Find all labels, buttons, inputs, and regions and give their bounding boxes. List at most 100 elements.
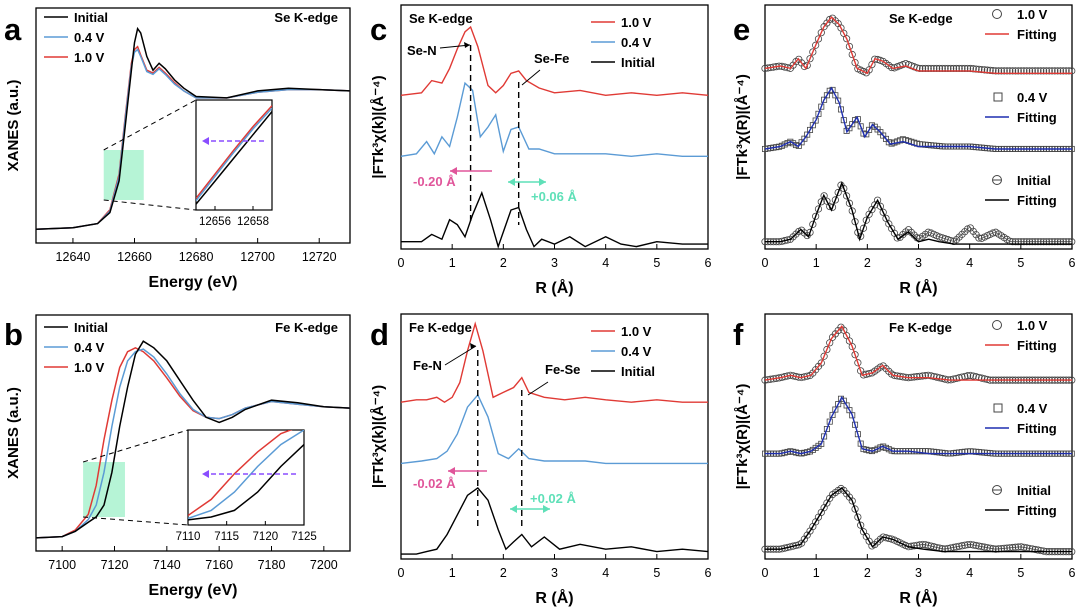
data-point <box>835 97 842 104</box>
data-point <box>958 542 966 550</box>
x-tick-label: 12720 <box>302 250 337 264</box>
x-tick-label: 12660 <box>117 250 152 264</box>
data-point <box>1023 67 1031 75</box>
legend-label: Initial <box>74 320 108 335</box>
legend-label: 1.0 V <box>74 50 105 65</box>
data-point <box>1028 238 1036 246</box>
peak-pointer <box>444 345 477 366</box>
legend-label: Fitting <box>1017 503 1057 518</box>
fitting-line <box>765 395 1072 455</box>
legend-label: 1.0 V <box>621 324 652 339</box>
data-point <box>803 372 811 380</box>
data-point <box>989 67 997 75</box>
data-point <box>955 542 963 550</box>
data-point <box>933 373 941 381</box>
data-point <box>1054 67 1062 75</box>
data-point <box>941 64 949 73</box>
data-point <box>1009 238 1017 246</box>
data-point <box>814 35 823 43</box>
data-point <box>955 64 963 73</box>
x-tick-label: 3 <box>551 566 558 580</box>
data-point <box>930 64 938 73</box>
data-point <box>983 544 991 552</box>
data-point <box>927 542 935 550</box>
data-point <box>781 373 789 381</box>
data-point <box>781 544 789 552</box>
data-point <box>1056 238 1065 246</box>
data-point <box>980 66 989 74</box>
data-point <box>812 212 820 220</box>
data-point <box>849 412 856 419</box>
data-point <box>862 370 870 378</box>
zoom-connector <box>82 429 189 463</box>
data-point <box>958 64 966 73</box>
legend-label: 1.0 V <box>1017 7 1048 22</box>
x-tick-label: 3 <box>551 256 558 270</box>
panel-letter-a: a <box>4 12 22 47</box>
panel-letter-c: c <box>370 12 387 47</box>
y-axis-label: |FTk³χ(k)|(Å⁻⁴) <box>370 75 387 178</box>
data-point <box>845 42 854 51</box>
legend-label: Fitting <box>1017 421 1057 436</box>
legend-label: Fitting <box>1017 338 1057 353</box>
data-point <box>851 218 859 226</box>
data-point <box>955 374 963 382</box>
data-point <box>831 196 839 204</box>
data-point <box>986 66 994 74</box>
legend-label: Fitting <box>1017 110 1057 125</box>
legend-label: 1.0 V <box>621 15 652 30</box>
data-point <box>1009 543 1017 552</box>
data-point <box>1025 67 1034 75</box>
peak-label: Fe-Se <box>545 362 580 377</box>
data-point <box>961 64 969 73</box>
data-point <box>969 372 977 380</box>
data-point <box>1034 67 1042 75</box>
data-point <box>997 67 1005 75</box>
data-point <box>918 372 927 380</box>
data-point <box>1020 67 1028 75</box>
data-point <box>848 50 856 59</box>
data-point <box>800 373 808 381</box>
x-tick-label: 7120 <box>101 558 129 572</box>
data-point <box>964 64 972 73</box>
data-point <box>938 64 946 73</box>
data-point <box>879 533 887 541</box>
shift-arrowhead-left <box>450 167 457 175</box>
inset-line <box>188 444 304 521</box>
data-point <box>851 351 859 359</box>
edge-label: Se K-edge <box>889 11 953 26</box>
data-point <box>845 199 854 207</box>
data-point <box>815 110 822 117</box>
zoom-connector <box>103 199 197 211</box>
series-line-10V <box>400 25 709 97</box>
panel-letter-f: f <box>733 317 744 352</box>
data-point <box>1051 67 1059 75</box>
shift-arrowhead-right-end <box>543 505 550 513</box>
data-point <box>1037 546 1045 555</box>
x-axis-label: Energy (eV) <box>149 274 238 291</box>
y-axis-label: XANES (a.u.) <box>5 80 22 172</box>
y-axis-label: |FTk³χ(R)|(Å⁻⁴) <box>734 74 751 180</box>
data-point <box>857 123 864 130</box>
data-point <box>924 64 932 73</box>
series-line-Initial <box>401 190 708 249</box>
shift-arrowhead-right-end <box>539 178 546 186</box>
data-point <box>879 208 887 216</box>
axes-f: 0 1 2 3 4 5 6 R (Å) |FTk³χ(R)|(Å⁻⁴) Fe K-edge 1.0 … <box>734 313 1076 607</box>
legend-marker <box>992 320 1002 330</box>
panel-letter-d: d <box>370 317 389 352</box>
legend-label: Initial <box>74 10 108 25</box>
x-tick-label: 12700 <box>240 250 275 264</box>
data-point <box>918 64 927 73</box>
data-point <box>913 373 921 381</box>
panel-letter-e: e <box>733 12 750 47</box>
data-point <box>1011 543 1020 551</box>
x-tick-label: 0 <box>398 566 405 580</box>
data-point <box>1059 67 1067 75</box>
data-point <box>952 543 960 551</box>
data-point <box>848 342 856 351</box>
x-tick-label: 5 <box>1017 566 1024 580</box>
data-point <box>924 371 932 379</box>
data-point <box>910 542 918 550</box>
data-point <box>930 372 938 381</box>
